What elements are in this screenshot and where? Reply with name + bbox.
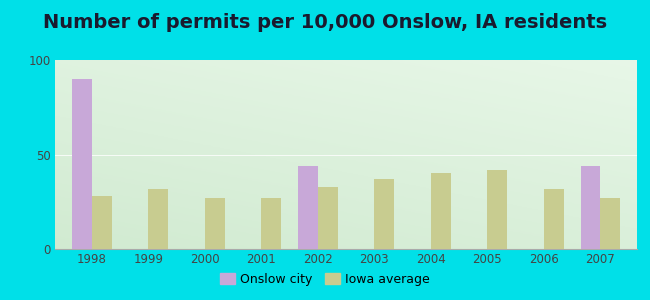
Bar	[72, 79, 92, 249]
Bar	[374, 179, 394, 249]
Bar	[544, 188, 564, 249]
Bar	[205, 198, 225, 249]
Legend: Onslow city, Iowa average: Onslow city, Iowa average	[215, 268, 435, 291]
Bar	[92, 196, 112, 249]
Bar	[431, 173, 450, 249]
Bar	[298, 166, 318, 249]
Bar	[318, 187, 337, 249]
Bar	[601, 198, 620, 249]
Bar	[488, 169, 507, 249]
Bar	[148, 188, 168, 249]
Text: Number of permits per 10,000 Onslow, IA residents: Number of permits per 10,000 Onslow, IA …	[43, 14, 607, 32]
Bar	[580, 166, 601, 249]
Bar	[261, 198, 281, 249]
